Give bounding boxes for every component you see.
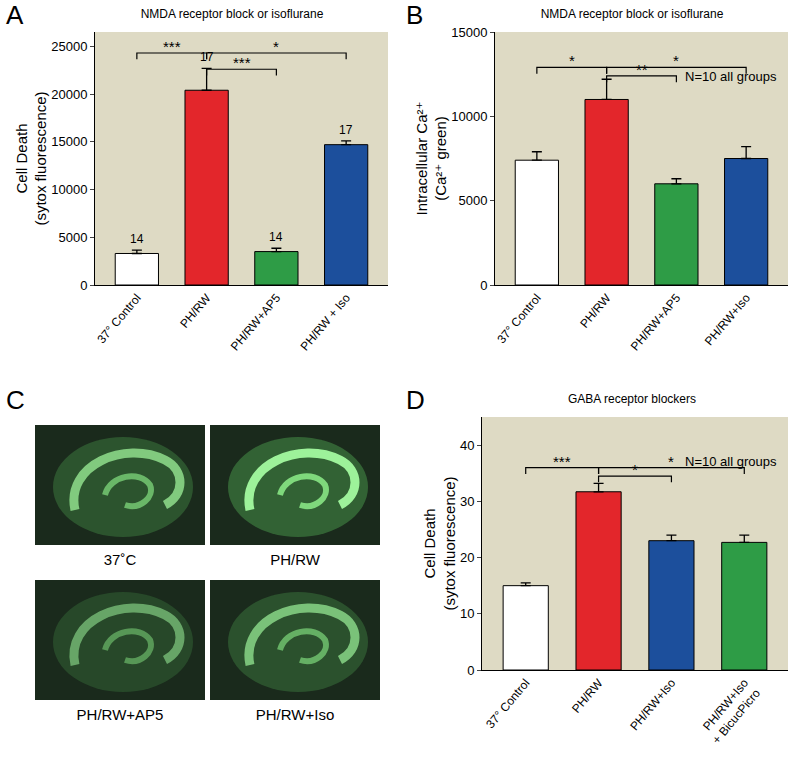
svg-text:30: 30 <box>460 494 474 509</box>
svg-text:0: 0 <box>467 663 474 678</box>
svg-text:17: 17 <box>200 50 214 64</box>
svg-text:PH/RW+AP5: PH/RW+AP5 <box>628 291 684 353</box>
svg-text:PH/RW+Iso: PH/RW+Iso <box>627 676 678 733</box>
svg-text:14: 14 <box>130 232 144 246</box>
svg-text:5000: 5000 <box>458 193 487 208</box>
svg-text:NMDA receptor block or isoflur: NMDA receptor block or isoflurane <box>541 7 724 21</box>
svg-text:*: * <box>673 52 679 69</box>
svg-text:Cell Death(sytox fluorescence): Cell Death(sytox fluorescence) <box>13 91 50 225</box>
svg-text:**: ** <box>636 61 648 78</box>
svg-text:PH/RW + Iso: PH/RW + Iso <box>298 291 354 353</box>
svg-text:*: * <box>569 52 575 69</box>
svg-text:20: 20 <box>460 550 474 565</box>
html-text:PH/RW+AP5: PH/RW+AP5 <box>76 706 164 723</box>
html-text:D: D <box>406 385 425 415</box>
svg-text:0: 0 <box>480 278 487 293</box>
svg-text:10000: 10000 <box>51 182 87 197</box>
svg-text:*: * <box>668 453 674 470</box>
svg-text:14: 14 <box>269 230 283 244</box>
svg-text:17: 17 <box>339 123 353 137</box>
svg-text:N=10 all groups: N=10 all groups <box>685 454 777 469</box>
html-text:PH/RW+Iso: PH/RW+Iso <box>255 706 335 723</box>
svg-text:37° Control: 37° Control <box>94 291 143 346</box>
svg-text:*: * <box>632 461 638 478</box>
svg-text:10000: 10000 <box>451 109 487 124</box>
svg-text:PH/RW+Iso: PH/RW+Iso <box>702 291 753 348</box>
html-text:B: B <box>406 0 424 30</box>
svg-text:0: 0 <box>80 278 87 293</box>
svg-text:40: 40 <box>460 438 474 453</box>
svg-text:***: *** <box>553 453 571 470</box>
svg-text:25000: 25000 <box>51 39 87 54</box>
svg-text:PH/RW: PH/RW <box>177 291 214 331</box>
svg-text:Cell Death(sytox fluorescence): Cell Death(sytox fluorescence) <box>421 476 458 610</box>
svg-text:10: 10 <box>460 606 474 621</box>
svg-text:PH/RW: PH/RW <box>569 676 606 716</box>
svg-text:15000: 15000 <box>51 134 87 149</box>
svg-text:37° Control: 37° Control <box>494 291 543 346</box>
html-text:37˚C: 37˚C <box>103 551 137 568</box>
html-text:PH/RW: PH/RW <box>270 551 320 568</box>
svg-text:GABA receptor blockers: GABA receptor blockers <box>568 392 696 406</box>
svg-text:PH/RW+Iso+ BicucPicro: PH/RW+Iso+ BicucPicro <box>697 676 763 747</box>
svg-text:*: * <box>273 38 279 55</box>
svg-text:***: *** <box>163 38 181 55</box>
svg-text:5000: 5000 <box>58 230 87 245</box>
svg-text:20000: 20000 <box>51 87 87 102</box>
svg-text:Intracellular Ca²⁺(Ca²⁺ green): Intracellular Ca²⁺(Ca²⁺ green) <box>413 102 450 216</box>
svg-text:***: *** <box>233 54 251 71</box>
svg-text:N=10 all groups: N=10 all groups <box>685 69 777 84</box>
svg-text:PH/RW+AP5: PH/RW+AP5 <box>228 291 284 353</box>
svg-text:NMDA receptor block or isoflur: NMDA receptor block or isoflurane <box>141 7 324 21</box>
svg-text:15000: 15000 <box>451 25 487 40</box>
html-text:C: C <box>6 385 25 415</box>
svg-text:37° Control: 37° Control <box>483 676 532 731</box>
svg-text:PH/RW: PH/RW <box>577 291 614 331</box>
html-text:A: A <box>6 0 24 30</box>
